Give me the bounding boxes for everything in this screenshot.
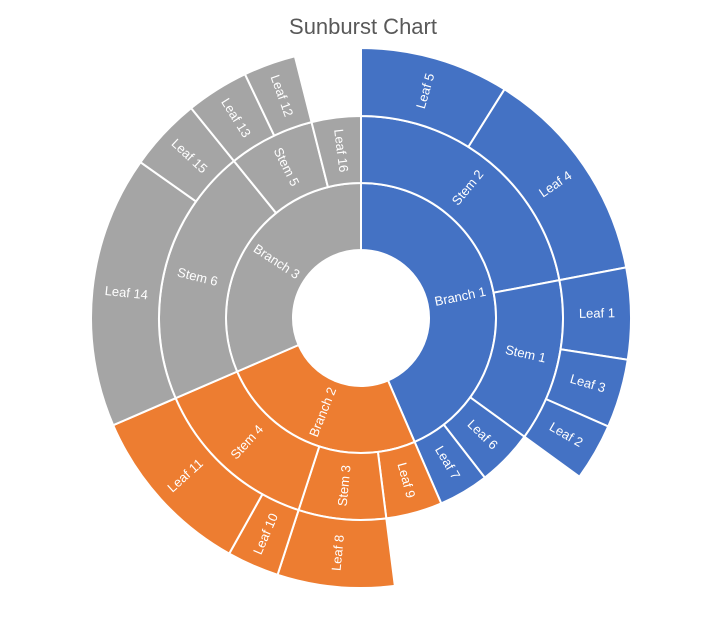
label-stem-3: Stem 3 [335,464,354,506]
label-leaf-1: Leaf 1 [579,305,615,321]
label-leaf-14: Leaf 14 [104,283,149,302]
sunburst-segments [90,46,632,589]
segment-leaf-16[interactable] [310,114,362,189]
chart-title: Sunburst Chart [289,14,437,39]
label-leaf-8: Leaf 8 [329,534,347,571]
segment-leaf-2[interactable] [523,397,610,479]
label-leaf-16: Leaf 16 [331,128,351,173]
